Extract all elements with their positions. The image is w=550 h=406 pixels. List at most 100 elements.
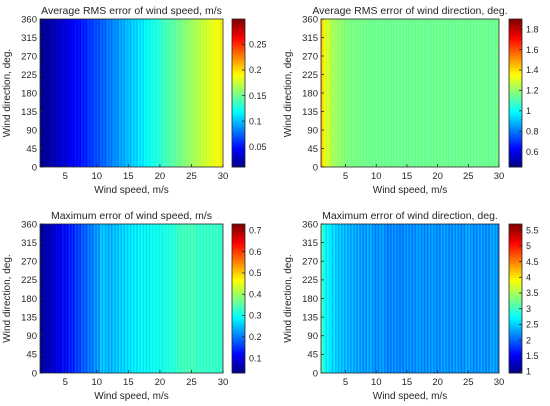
y-tick-label: 135 [21,312,37,323]
colorbar-tick-label: 1.8 [526,24,539,34]
colorbar-segment [509,335,522,339]
heatmap-cell [462,19,465,167]
heatmap-cell [163,224,166,373]
heatmap-cell [194,224,197,373]
y-tick-label: 270 [302,51,318,62]
heatmap-cell [122,19,125,167]
heatmap-cell [408,19,411,167]
heatmap-cell [434,19,437,167]
heatmap-cell [486,19,489,167]
heatmap-cell [442,224,445,373]
y-tick-label: 90 [26,125,37,136]
heatmap-cell [449,224,452,373]
heatmap-cell [474,224,477,373]
colorbar-segment [232,102,245,106]
heatmap-cell [174,224,177,373]
colorbar-segment [232,143,245,147]
heatmap-cell [380,19,383,167]
colorbar-tick-label: 5 [526,241,531,251]
heatmap-cell [129,224,132,373]
heatmap-cell [125,224,128,373]
heatmap-cell [107,224,110,373]
colorbar-segment [232,237,245,241]
heatmap-cell [159,224,162,373]
heatmap-cell [344,224,346,373]
x-tick-label: 10 [92,377,103,388]
heatmap-cell [411,224,414,373]
heatmap-cell [99,224,102,373]
heatmap-cell [118,19,121,167]
heatmap-cell [47,224,50,373]
heatmap-cells [321,224,503,373]
heatmap-cell [101,19,104,167]
colorbar-segment [509,35,522,38]
heatmap-cell [469,224,472,373]
heatmap-cell [84,224,87,373]
heatmap-cell [318,19,320,167]
colorbar-segment [232,293,245,297]
heatmap-cell [128,224,131,373]
heatmap-cell [44,19,47,167]
heatmap-cell [158,19,161,167]
colorbar-segment [232,249,245,253]
heatmap-cell [491,19,494,167]
x-tick-label: 30 [494,377,505,388]
heatmap-cell [405,19,408,167]
heatmap-cell [37,19,39,167]
colorbar-segment [509,104,522,108]
heatmap-cell [43,19,46,167]
heatmap-cell [439,224,442,373]
y-tick-label: 90 [307,125,318,136]
heatmap-cell [348,19,351,167]
colorbar-segment [232,136,245,140]
heatmap-cell [194,19,197,167]
colorbar-segment [509,139,522,143]
colorbar-segment [232,335,245,339]
heatmap-cell [328,19,331,167]
heatmap-cell [482,19,485,167]
colorbar-segment [232,247,245,251]
colorbar-segment [232,39,245,43]
colorbar-segment [232,118,245,122]
colorbar-segment [232,319,245,323]
colorbar-segment [232,359,245,362]
heatmap-cell [156,224,159,373]
heatmap-cell [95,19,98,167]
colorbar-segment [509,32,522,36]
heatmap-cell [109,19,112,167]
heatmap-cell [501,224,503,373]
heatmap-cell [82,19,85,167]
heatmap-cell [462,224,465,373]
x-axis-label: Wind speed, m/s [94,185,168,196]
y-tick-label: 270 [302,257,318,268]
colorbar-segment [509,275,522,279]
heatmap-cell [208,19,211,167]
colorbar-segment [509,279,522,283]
colorbar-segment [509,256,522,260]
colorbar-segment [509,277,522,281]
colorbar-segment [509,251,522,255]
heatmap-cell [114,224,117,373]
colorbar-segment [232,284,245,288]
heatmap-cell [420,224,423,373]
heatmap-cell [172,19,175,167]
heatmap-cell [211,224,214,373]
heatmap-cell [98,224,101,373]
heatmap-cell [344,19,346,167]
heatmap-cell [180,224,183,373]
heatmap-cell [147,19,150,167]
heatmap-cell [475,19,478,167]
heatmap-cell [374,19,377,167]
heatmap-cell [181,224,184,373]
heatmap-cell [443,224,446,373]
colorbar-segment [509,354,522,358]
heatmap-cell [442,19,445,167]
heatmap-cell [221,224,223,373]
heatmap-cell [219,19,222,167]
heatmap-cell [167,19,170,167]
heatmap-cell [169,19,172,167]
heatmap-cell [208,224,211,373]
heatmap-cell [120,224,123,373]
heatmap-cell [374,224,377,373]
heatmap-cell [188,19,191,167]
